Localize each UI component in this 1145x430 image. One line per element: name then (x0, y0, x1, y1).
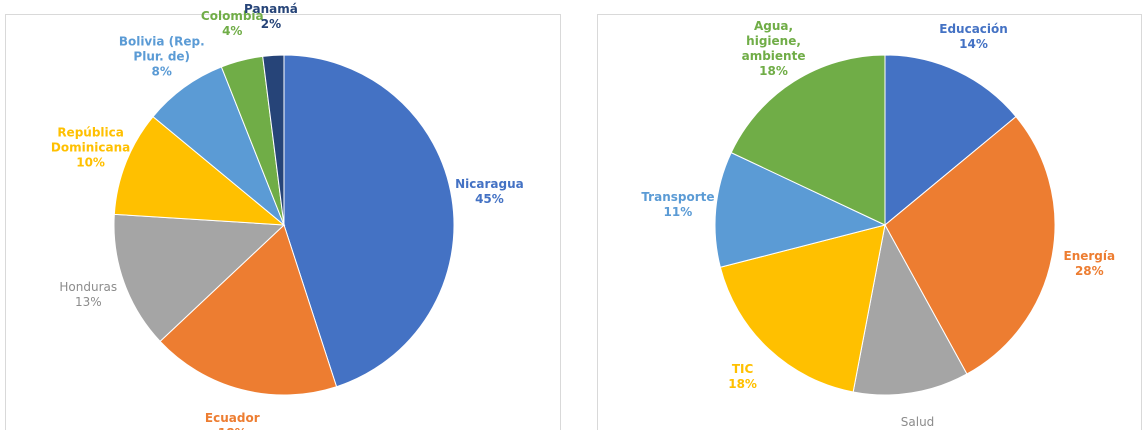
category-label: Honduras (59, 280, 118, 295)
pie-slice (884, 54, 1017, 227)
pie-slice (283, 54, 455, 388)
slice-label: Honduras 13% (42, 280, 134, 310)
pie-slice (714, 151, 887, 268)
slice-label: Agua, higiene, ambiente 18% (728, 19, 820, 79)
slice-label: Ecuador18% (186, 411, 278, 430)
value-label: 13% (74, 295, 102, 310)
slice-label: Energía 28% (1043, 249, 1135, 279)
chart-panel (5, 14, 561, 430)
value-label: 11% (663, 205, 693, 220)
chart-panel (597, 14, 1142, 430)
category-label: Panamá (244, 2, 298, 17)
slice-label: Salud11% (872, 415, 964, 430)
value-label: 14% (959, 36, 988, 51)
pie-slice (262, 54, 285, 226)
category-label: Ecuador (204, 411, 260, 426)
value-label: 28% (1074, 263, 1104, 278)
category-label: TIC (731, 361, 754, 376)
slice-label: Nicaragua 45% (443, 177, 535, 207)
category-label: Bolivia (Rep. Plur. de) (118, 34, 205, 64)
value-label: 10% (76, 155, 105, 170)
category-label: Educación (939, 21, 1008, 36)
value-label: 2% (260, 17, 282, 32)
category-label: República Dominicana (50, 125, 131, 155)
slice-label: Educación 14% (928, 22, 1020, 52)
slice-label: Transporte 11% (632, 190, 724, 220)
pie-slice (852, 223, 968, 396)
slice-label: República Dominicana 10% (45, 126, 137, 171)
pie-slice (719, 224, 886, 393)
slice-label: Panamá 2% (225, 2, 317, 32)
category-label: Salud (900, 415, 935, 430)
slice-label: TIC 18% (697, 362, 789, 392)
value-label: 18% (759, 64, 788, 79)
pie-slice (159, 224, 338, 396)
value-label: 18% (186, 426, 278, 430)
value-label: 8% (151, 64, 172, 79)
category-label: Energía (1063, 248, 1116, 263)
category-label: Transporte (641, 190, 715, 205)
value-label: 4% (222, 23, 243, 38)
pie-slice (884, 115, 1056, 375)
slice-label: Colombia 4% (186, 9, 278, 39)
value-label: 45% (475, 192, 504, 207)
category-label: Nicaragua (455, 177, 524, 192)
pie-slice (113, 213, 286, 343)
pie-slice (113, 115, 286, 226)
pie-slice (730, 54, 886, 226)
slice-label: Bolivia (Rep. Plur. de) 8% (116, 34, 208, 79)
category-label: Colombia (200, 8, 264, 23)
value-label: 18% (728, 376, 757, 391)
category-label: Agua, higiene, ambiente (741, 19, 806, 64)
